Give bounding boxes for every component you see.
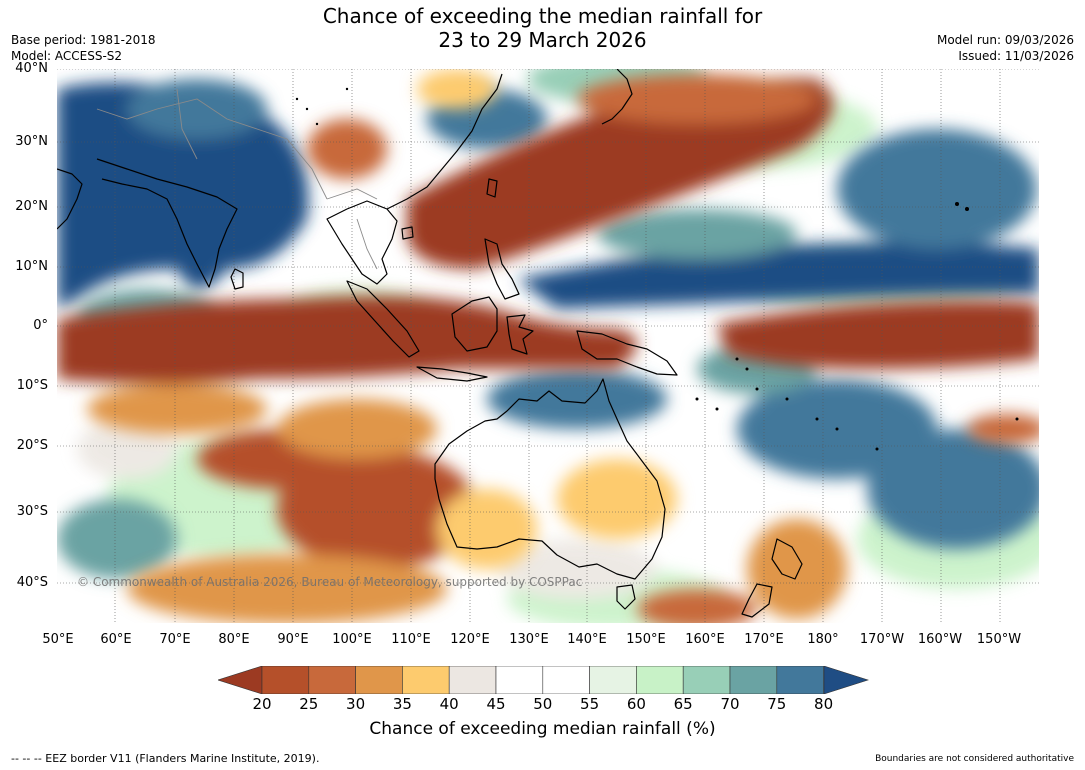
model-run: Model run: 09/03/2026 <box>936 33 1074 47</box>
new-guinea-coastline <box>576 330 678 376</box>
lon-label-130e: 130°E <box>509 632 549 647</box>
boundaries-disclaimer: Boundaries are not considered authoritat… <box>875 754 1074 764</box>
sumatra-coastline <box>346 280 420 358</box>
colorbar-tick-label: 45 <box>486 695 506 713</box>
meta-left: Base period: 1981-2018 Model: ACCESS-S2 <box>11 32 156 64</box>
rainfall-field <box>57 69 1039 623</box>
lat-label-0: 0° <box>33 318 48 333</box>
lon-label-160e: 160°E <box>685 632 725 647</box>
taiwan-coastline <box>486 178 498 198</box>
colorbar-cell <box>682 666 731 694</box>
colorbar-tick-label: 75 <box>767 695 787 713</box>
colorbar-tick-label: 70 <box>720 695 740 713</box>
lat-label-10n: 10°N <box>15 259 48 274</box>
lon-label-120e: 120°E <box>450 632 490 647</box>
lon-label-140e: 140°E <box>567 632 607 647</box>
new-zealand-coastline <box>741 538 803 618</box>
china-coastline <box>386 73 503 210</box>
colorbar-tick-label: 80 <box>814 695 834 713</box>
colorbar-tick-label: 20 <box>252 695 272 713</box>
lon-label-150w: 150°W <box>976 632 1022 647</box>
colorbar-tick-label: 35 <box>392 695 412 713</box>
colorbar-tick-label: 50 <box>533 695 553 713</box>
map-gridlines <box>57 69 1039 623</box>
eez-border-note: -- -- -- EEZ border V11 (Flanders Marine… <box>11 752 320 765</box>
borneo-coastline <box>451 296 498 352</box>
colorbar-cell <box>308 666 356 694</box>
lon-label-160w: 160°W <box>917 632 963 647</box>
colorbar-cell <box>355 666 403 694</box>
colorbar-tick-label: 30 <box>346 695 366 713</box>
colorbar-cells <box>261 666 824 694</box>
lat-label-40n: 40°N <box>15 61 48 76</box>
lon-label-110e: 110°E <box>391 632 431 647</box>
lon-label-80e: 80°E <box>218 632 250 647</box>
title-line-1: Chance of exceeding the median rainfall … <box>322 4 763 28</box>
lat-label-20n: 20°N <box>15 199 48 214</box>
lon-label-60e: 60°E <box>100 632 132 647</box>
lon-label-70e: 70°E <box>159 632 191 647</box>
colorbar-cell <box>402 666 450 694</box>
coastlines <box>57 69 803 618</box>
title-line-2: 23 to 29 March 2026 <box>438 28 647 52</box>
colorbar-cell <box>261 666 310 694</box>
philippines-coastline <box>484 238 520 300</box>
colorbar-cell <box>589 666 637 694</box>
lon-label-170w: 170°W <box>859 632 905 647</box>
lat-label-20s: 20°S <box>16 438 48 453</box>
colorbar-tick-label: 60 <box>626 695 646 713</box>
issued-date: Issued: 11/03/2026 <box>958 49 1074 63</box>
meta-right: Model run: 09/03/2026 Issued: 11/03/2026 <box>937 32 1074 64</box>
sri-lanka-coastline <box>230 268 244 290</box>
pacific-islands <box>295 87 1019 451</box>
colorbar-label: Chance of exceeding median rainfall (%) <box>369 719 716 739</box>
lon-label-100e: 100°E <box>332 632 372 647</box>
colorbar-cell <box>448 666 497 694</box>
lat-label-30s: 30°S <box>16 504 48 519</box>
copyright-notice: © Commonwealth of Australia 2026, Bureau… <box>77 575 583 589</box>
lat-label-10s: 10°S <box>16 378 48 393</box>
lon-label-170e: 170°E <box>744 632 784 647</box>
lon-label-90e: 90°E <box>277 632 309 647</box>
country-borders <box>96 88 378 270</box>
sulawesi-coastline <box>506 314 534 355</box>
colorbar-left-triangle <box>218 666 263 694</box>
base-period: Base period: 1981-2018 <box>11 33 156 47</box>
lon-label-180: 180° <box>807 632 839 647</box>
colorbar-cell <box>542 666 590 694</box>
map-title: Chance of exceeding the median rainfall … <box>0 4 1085 52</box>
rainfall-map[interactable] <box>57 69 1039 623</box>
lat-label-30n: 30°N <box>15 134 48 149</box>
colorbar <box>218 666 869 694</box>
colorbar-tick-label: 25 <box>299 695 319 713</box>
india-coastline <box>96 158 238 288</box>
colorbar-ticks: 20 25 30 35 40 45 50 55 60 65 70 75 80 <box>0 695 1085 713</box>
colorbar-tick-label: 55 <box>580 695 600 713</box>
lat-label-40s: 40°S <box>16 575 48 590</box>
colorbar-cell <box>776 666 824 694</box>
colorbar-tick-label: 40 <box>439 695 459 713</box>
colorbar-cell <box>729 666 778 694</box>
arabia-coastline <box>57 168 83 230</box>
indochina-coastline <box>326 200 398 285</box>
colorbar-right-triangle <box>823 666 869 694</box>
japan-coastline <box>601 69 633 125</box>
java-coastline <box>416 366 488 382</box>
map-canvas <box>57 69 1039 623</box>
hainan-coastline <box>401 226 414 240</box>
colorbar-tick-label: 65 <box>673 695 693 713</box>
tasmania-coastline <box>616 584 636 610</box>
colorbar-cell <box>495 666 544 694</box>
model-name: Model: ACCESS-S2 <box>11 49 123 63</box>
australia-coastline <box>434 378 666 580</box>
colorbar-cell <box>636 666 684 694</box>
lon-label-50e: 50°E <box>42 632 74 647</box>
lon-label-150e: 150°E <box>626 632 666 647</box>
